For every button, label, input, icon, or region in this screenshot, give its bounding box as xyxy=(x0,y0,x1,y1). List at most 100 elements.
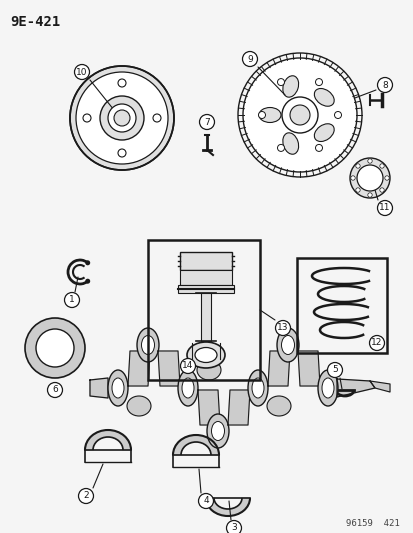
Circle shape xyxy=(327,362,342,377)
Ellipse shape xyxy=(313,124,333,141)
Text: 4: 4 xyxy=(203,497,208,505)
Circle shape xyxy=(242,52,257,67)
Ellipse shape xyxy=(313,88,333,106)
Ellipse shape xyxy=(317,370,337,406)
Circle shape xyxy=(379,188,383,192)
Circle shape xyxy=(242,58,356,172)
Text: 96159  421: 96159 421 xyxy=(345,520,399,529)
Bar xyxy=(180,252,231,270)
Circle shape xyxy=(47,383,62,398)
Circle shape xyxy=(356,165,382,191)
Ellipse shape xyxy=(211,422,224,440)
Polygon shape xyxy=(228,390,249,425)
Circle shape xyxy=(85,260,90,265)
Circle shape xyxy=(277,78,284,86)
Circle shape xyxy=(350,176,354,180)
Ellipse shape xyxy=(282,76,298,97)
Circle shape xyxy=(377,77,392,93)
Text: 9E-421: 9E-421 xyxy=(10,15,60,29)
Circle shape xyxy=(153,114,161,122)
Text: 8: 8 xyxy=(381,80,387,90)
Polygon shape xyxy=(206,498,249,516)
Bar xyxy=(296,258,386,353)
Bar xyxy=(201,293,211,341)
Ellipse shape xyxy=(321,378,333,398)
Ellipse shape xyxy=(182,378,194,398)
Text: 14: 14 xyxy=(182,361,193,370)
Polygon shape xyxy=(369,381,389,392)
Circle shape xyxy=(85,279,90,284)
Circle shape xyxy=(315,144,322,151)
Circle shape xyxy=(36,329,74,367)
Ellipse shape xyxy=(178,370,197,406)
Ellipse shape xyxy=(266,396,290,416)
Circle shape xyxy=(277,144,284,151)
Text: 2: 2 xyxy=(83,491,89,500)
Circle shape xyxy=(76,72,168,164)
Ellipse shape xyxy=(247,370,267,406)
Ellipse shape xyxy=(282,133,298,154)
Circle shape xyxy=(315,78,322,86)
Circle shape xyxy=(275,320,290,335)
Circle shape xyxy=(377,200,392,215)
Circle shape xyxy=(83,114,91,122)
Text: 11: 11 xyxy=(378,204,390,213)
Ellipse shape xyxy=(276,328,298,362)
Polygon shape xyxy=(297,351,319,386)
Ellipse shape xyxy=(197,360,221,380)
Circle shape xyxy=(226,521,241,533)
Polygon shape xyxy=(336,379,374,397)
Text: 13: 13 xyxy=(277,324,288,333)
Ellipse shape xyxy=(206,414,228,448)
Circle shape xyxy=(369,335,384,351)
Circle shape xyxy=(367,159,371,163)
Circle shape xyxy=(349,158,389,198)
Circle shape xyxy=(118,79,126,87)
Circle shape xyxy=(64,293,79,308)
Circle shape xyxy=(78,489,93,504)
Text: 6: 6 xyxy=(52,385,58,394)
Ellipse shape xyxy=(112,378,124,398)
Polygon shape xyxy=(90,378,108,398)
Circle shape xyxy=(70,66,173,170)
Circle shape xyxy=(355,188,359,192)
Ellipse shape xyxy=(187,342,224,368)
Circle shape xyxy=(199,115,214,130)
Polygon shape xyxy=(128,351,150,386)
Text: 3: 3 xyxy=(230,523,236,532)
Ellipse shape xyxy=(259,108,280,123)
Circle shape xyxy=(100,96,144,140)
Ellipse shape xyxy=(141,335,154,354)
Polygon shape xyxy=(267,351,289,386)
Circle shape xyxy=(379,164,383,168)
Bar xyxy=(147,240,259,380)
Circle shape xyxy=(334,111,341,118)
Bar xyxy=(178,285,233,293)
Circle shape xyxy=(258,111,265,118)
Ellipse shape xyxy=(281,335,294,354)
Circle shape xyxy=(198,494,213,508)
Polygon shape xyxy=(85,430,131,450)
Ellipse shape xyxy=(127,396,151,416)
Ellipse shape xyxy=(195,348,216,362)
Text: 9: 9 xyxy=(247,54,252,63)
Text: 1: 1 xyxy=(69,295,75,304)
Circle shape xyxy=(281,97,317,133)
Circle shape xyxy=(289,105,309,125)
Circle shape xyxy=(384,176,388,180)
Text: 12: 12 xyxy=(370,338,382,348)
Circle shape xyxy=(114,110,130,126)
Circle shape xyxy=(74,64,89,79)
Text: 10: 10 xyxy=(76,68,88,77)
Ellipse shape xyxy=(252,378,263,398)
Polygon shape xyxy=(197,390,219,425)
Circle shape xyxy=(108,104,136,132)
Polygon shape xyxy=(158,351,180,386)
Text: 5: 5 xyxy=(331,366,337,375)
Circle shape xyxy=(118,149,126,157)
Bar xyxy=(180,270,231,285)
Polygon shape xyxy=(173,435,218,455)
Circle shape xyxy=(180,359,195,374)
Circle shape xyxy=(25,318,85,378)
Circle shape xyxy=(367,193,371,197)
